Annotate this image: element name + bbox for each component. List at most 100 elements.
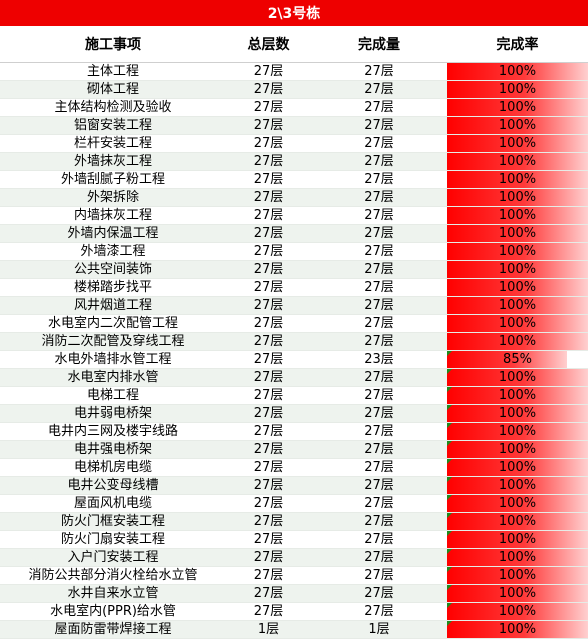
cell-completed-floors: 27层	[311, 369, 447, 386]
table-row[interactable]: 铝窗安装工程 27层 27层 100%	[0, 117, 588, 135]
rate-value: 100%	[498, 406, 537, 421]
progress-bar	[447, 207, 588, 224]
table-row[interactable]: 砌体工程 27层 27层 100%	[0, 81, 588, 99]
table-row[interactable]: 消防二次配管及穿线工程 27层 27层 100%	[0, 333, 588, 351]
cell-task-name: 消防二次配管及穿线工程	[0, 333, 226, 350]
cell-completion-rate: 100%	[447, 243, 588, 260]
rate-value: 100%	[498, 280, 537, 295]
cell-task-name: 消防公共部分消火栓给水立管	[28, 568, 198, 583]
table-row[interactable]: 水电室内排水管 27层 27层 100%	[0, 369, 588, 387]
progress-bar	[447, 117, 588, 134]
table-row[interactable]: 水井自来水立管 27层 27层 100%	[0, 585, 588, 603]
cell-completed-floors: 27层	[311, 441, 447, 458]
rate-value: 100%	[498, 100, 537, 115]
cell-total-floors: 27层	[226, 225, 311, 242]
cell-task-name: 屋面防雷带焊接工程	[0, 621, 226, 638]
cell-completed-floors: 27层	[364, 460, 394, 475]
table-row[interactable]: 风井烟道工程 27层 27层 100%	[0, 297, 588, 315]
progress-bar	[447, 387, 588, 404]
cell-task-name: 栏杆安装工程	[73, 136, 152, 151]
cell-flag-icon	[447, 567, 452, 572]
progress-bar	[447, 189, 588, 206]
table-row[interactable]: 水电室内二次配管工程 27层 27层 100%	[0, 315, 588, 333]
table-row[interactable]: 外墙抹灰工程 27层 27层 100%	[0, 153, 588, 171]
progress-bar	[447, 171, 588, 188]
table-row[interactable]: 外墙内保温工程 27层 27层 100%	[0, 225, 588, 243]
table-row[interactable]: 水电室内(PPR)给水管 27层 27层 100%	[0, 603, 588, 621]
cell-completion-rate: 100%	[447, 585, 588, 602]
cell-task-name: 电井强电桥架	[0, 441, 226, 458]
cell-completed-floors: 27层	[364, 316, 394, 331]
table-row[interactable]: 屋面防雷带焊接工程 1层 1层 100%	[0, 621, 588, 639]
cell-completed-floors: 27层	[364, 136, 394, 151]
cell-completion-rate: 100%	[447, 207, 588, 224]
cell-completed-floors: 27层	[311, 513, 447, 530]
table-row[interactable]: 公共空间装饰 27层 27层 100%	[0, 261, 588, 279]
progress-bar	[447, 369, 588, 386]
progress-bar	[447, 135, 588, 152]
rate-value: 100%	[498, 532, 537, 547]
cell-completed-floors: 27层	[311, 81, 447, 98]
table-row[interactable]: 主体工程 27层 27层 100%	[0, 63, 588, 81]
cell-completion-rate: 100%	[447, 477, 588, 494]
rate-value: 100%	[498, 622, 537, 637]
cell-completion-rate: 100%	[447, 369, 588, 386]
cell-completion-rate: 100%	[447, 297, 588, 314]
table-row[interactable]: 入户门安装工程 27层 27层 100%	[0, 549, 588, 567]
table-row[interactable]: 主体结构检测及验收 27层 27层 100%	[0, 99, 588, 117]
table-row[interactable]: 防火门扇安装工程 27层 27层 100%	[0, 531, 588, 549]
rate-value: 100%	[498, 568, 537, 583]
progress-bar	[447, 585, 588, 602]
table-row[interactable]: 外架拆除 27层 27层 100%	[0, 189, 588, 207]
cell-completed-floors: 27层	[311, 549, 447, 566]
rate-value: 100%	[498, 388, 537, 403]
table-row[interactable]: 电梯机房电缆 27层 27层 100%	[0, 459, 588, 477]
cell-total-floors: 27层	[253, 496, 284, 511]
table-row[interactable]: 防火门框安装工程 27层 27层 100%	[0, 513, 588, 531]
progress-bar	[447, 153, 588, 170]
table-row[interactable]: 外墙漆工程 27层 27层 100%	[0, 243, 588, 261]
cell-completion-rate: 100%	[447, 387, 588, 404]
table-row[interactable]: 栏杆安装工程 27层 27层 100%	[0, 135, 588, 153]
table-row[interactable]: 消防公共部分消火栓给水立管 27层 27层 100%	[0, 567, 588, 585]
table-row[interactable]: 电井强电桥架 27层 27层 100%	[0, 441, 588, 459]
cell-completion-rate: 100%	[447, 441, 588, 458]
progress-bar	[447, 297, 588, 314]
progress-bar	[447, 99, 588, 116]
cell-completion-rate: 100%	[447, 81, 588, 98]
cell-completion-rate: 100%	[447, 621, 588, 638]
cell-total-floors: 27层	[226, 297, 311, 314]
header-total: 总层数	[247, 37, 290, 53]
cell-completion-rate: 100%	[447, 225, 588, 242]
cell-total-floors: 1层	[226, 621, 311, 638]
cell-completed-floors: 27层	[364, 280, 394, 295]
cell-task-name: 电井内三网及楼宇线路	[47, 424, 178, 439]
cell-flag-icon	[447, 549, 452, 554]
table-row[interactable]: 电井内三网及楼宇线路 27层 27层 100%	[0, 423, 588, 441]
cell-task-name: 水井自来水立管	[0, 585, 226, 602]
table-row[interactable]: 内墙抹灰工程 27层 27层 100%	[0, 207, 588, 225]
table-row[interactable]: 屋面风机电缆 27层 27层 100%	[0, 495, 588, 513]
cell-flag-icon	[447, 513, 452, 518]
table-row[interactable]: 水电外墙排水管工程 27层 23层 85%	[0, 351, 588, 369]
table-title: 2\3号栋	[0, 0, 588, 26]
table-row[interactable]: 电井公变母线槽 27层 27层 100%	[0, 477, 588, 495]
table-row[interactable]: 楼梯踏步找平 27层 27层 100%	[0, 279, 588, 297]
progress-bar	[447, 405, 588, 422]
table-row[interactable]: 外墙刮腻子粉工程 27层 27层 100%	[0, 171, 588, 189]
table-row[interactable]: 电井弱电桥架 27层 27层 100%	[0, 405, 588, 423]
rate-value: 100%	[498, 514, 537, 529]
progress-bar	[447, 333, 588, 350]
cell-completion-rate: 100%	[447, 153, 588, 170]
rate-value: 100%	[498, 496, 537, 511]
rate-value: 100%	[498, 262, 537, 277]
cell-task-name: 外架拆除	[0, 189, 226, 206]
rate-value: 100%	[498, 136, 537, 151]
cell-completed-floors: 27层	[311, 153, 447, 170]
cell-completed-floors: 27层	[364, 172, 394, 187]
cell-completion-rate: 100%	[447, 171, 588, 188]
cell-completed-floors: 27层	[364, 100, 394, 115]
table-row[interactable]: 电梯工程 27层 27层 100%	[0, 387, 588, 405]
cell-task-name: 主体工程	[86, 64, 139, 79]
cell-completion-rate: 100%	[447, 135, 588, 152]
